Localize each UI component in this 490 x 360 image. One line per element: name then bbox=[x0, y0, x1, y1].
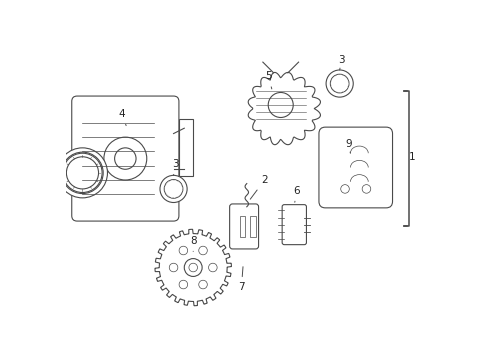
Circle shape bbox=[166, 181, 181, 196]
Circle shape bbox=[331, 75, 348, 93]
Circle shape bbox=[326, 70, 353, 97]
Circle shape bbox=[189, 263, 197, 272]
Text: 9: 9 bbox=[345, 139, 352, 153]
Circle shape bbox=[334, 78, 345, 89]
Bar bbox=[250, 216, 256, 237]
Circle shape bbox=[362, 185, 371, 193]
Circle shape bbox=[209, 263, 217, 272]
Circle shape bbox=[164, 180, 183, 198]
Circle shape bbox=[179, 280, 188, 289]
Circle shape bbox=[169, 263, 178, 272]
Circle shape bbox=[66, 157, 98, 189]
Text: 5: 5 bbox=[265, 71, 272, 89]
Polygon shape bbox=[248, 72, 320, 145]
Circle shape bbox=[168, 184, 179, 194]
Circle shape bbox=[168, 183, 179, 195]
Bar bbox=[179, 119, 193, 176]
Bar bbox=[240, 216, 245, 237]
Circle shape bbox=[341, 185, 349, 193]
Circle shape bbox=[199, 280, 207, 289]
FancyBboxPatch shape bbox=[72, 96, 179, 221]
Text: 7: 7 bbox=[238, 267, 245, 292]
Text: 1: 1 bbox=[409, 152, 416, 162]
Circle shape bbox=[62, 152, 103, 194]
Circle shape bbox=[63, 153, 102, 193]
Text: 8: 8 bbox=[190, 236, 196, 251]
Text: 3: 3 bbox=[338, 55, 345, 70]
Circle shape bbox=[104, 137, 147, 180]
Text: 2: 2 bbox=[250, 175, 268, 199]
FancyBboxPatch shape bbox=[319, 127, 392, 208]
Circle shape bbox=[57, 148, 107, 198]
Circle shape bbox=[334, 78, 345, 89]
Circle shape bbox=[199, 246, 207, 255]
Circle shape bbox=[268, 93, 293, 117]
FancyBboxPatch shape bbox=[230, 204, 259, 249]
Circle shape bbox=[165, 180, 182, 198]
Circle shape bbox=[184, 258, 202, 276]
Polygon shape bbox=[155, 229, 231, 306]
Text: 6: 6 bbox=[294, 186, 300, 202]
Text: 4: 4 bbox=[119, 109, 126, 126]
Circle shape bbox=[160, 175, 187, 203]
FancyBboxPatch shape bbox=[282, 204, 306, 245]
Circle shape bbox=[115, 148, 136, 169]
Circle shape bbox=[332, 76, 347, 91]
Circle shape bbox=[330, 74, 349, 93]
Text: 3: 3 bbox=[172, 159, 179, 175]
Circle shape bbox=[179, 246, 188, 255]
